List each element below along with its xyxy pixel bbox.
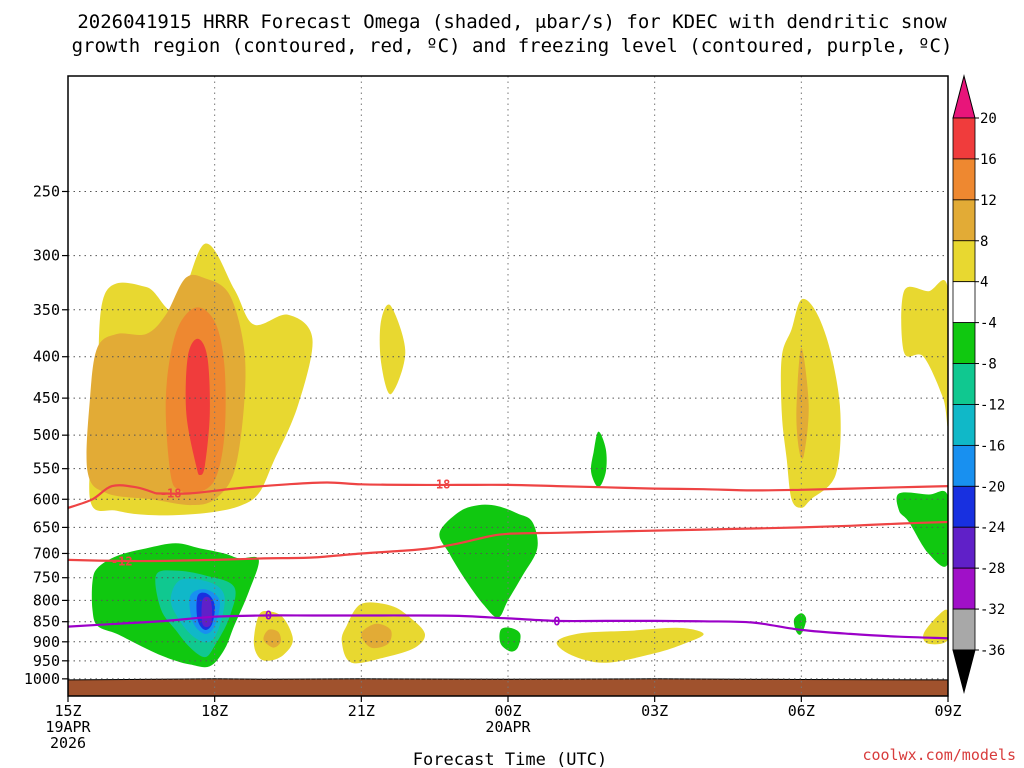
x-tick-label: 2026 bbox=[50, 734, 86, 752]
omega-positive-region-4 bbox=[379, 304, 406, 395]
colorbar-tick-label: 4 bbox=[980, 275, 988, 291]
y-tick-label: 300 bbox=[33, 247, 60, 265]
y-tick-label: 850 bbox=[33, 613, 60, 631]
y-tick-label: 400 bbox=[33, 348, 60, 366]
colorbar-bin bbox=[952, 158, 976, 201]
colorbar-bin bbox=[952, 485, 976, 528]
omega-positive-region-3 bbox=[185, 338, 210, 476]
x-tick-label: 21Z bbox=[348, 702, 375, 720]
colorbar-tick-label: -12 bbox=[980, 397, 1005, 413]
omega-negative-region-5 bbox=[201, 596, 213, 628]
colorbar-bin bbox=[952, 199, 976, 242]
x-tick-label: 20APR bbox=[485, 718, 531, 736]
freezing-level-contour bbox=[68, 614, 948, 640]
omega-positive-region-6 bbox=[796, 347, 809, 459]
x-tick-label: 06Z bbox=[788, 702, 815, 720]
omega-positive-region-12 bbox=[556, 627, 704, 663]
omega-positive-region-13 bbox=[923, 609, 948, 645]
colorbar-bin bbox=[952, 240, 976, 283]
x-tick-label: 15Z bbox=[54, 702, 81, 720]
freezing-level-label: 0 bbox=[265, 608, 272, 622]
colorbar-bin bbox=[952, 608, 976, 651]
colorbar-tick-label: -32 bbox=[980, 602, 1005, 618]
plot-area: -18 -18 -12 0 0 bbox=[67, 75, 949, 697]
omega-negative-region-9 bbox=[793, 613, 807, 635]
omega-positive-region-11 bbox=[361, 623, 392, 649]
colorbar-tick-label: -4 bbox=[980, 316, 997, 332]
x-tick-label: 18Z bbox=[201, 702, 228, 720]
dendritic-contour-0 bbox=[68, 484, 157, 509]
y-tick-label: 950 bbox=[33, 652, 60, 670]
y-tick-label: 1000 bbox=[24, 670, 60, 688]
omega-negative-region-8 bbox=[590, 431, 607, 488]
y-tick-label: 500 bbox=[33, 426, 60, 444]
y-tick-label: 750 bbox=[33, 569, 60, 587]
y-tick-label: 650 bbox=[33, 518, 60, 536]
chart-title-line2: growth region (contoured, red, ºC) and f… bbox=[72, 35, 953, 57]
omega-shading bbox=[86, 243, 948, 668]
colorbar-bin bbox=[952, 444, 976, 487]
y-tick-label: 250 bbox=[33, 182, 60, 200]
colorbar-tick-label: -20 bbox=[980, 479, 1005, 495]
colorbar-bin bbox=[952, 363, 976, 405]
colorbar-tick-label: -16 bbox=[980, 438, 1005, 454]
y-tick-label: 550 bbox=[33, 460, 60, 478]
colorbar-tick-label: 8 bbox=[980, 234, 988, 250]
dendritic-contour-label: -18 bbox=[429, 477, 451, 491]
freezing-level-label: 0 bbox=[553, 615, 560, 629]
omega-colorbar: 20 16 12 8 4 -4 -8 -12 -16 -20 -24 -28 -32 -36 bbox=[952, 74, 1005, 694]
contour-labels: -18 -18 -12 0 0 bbox=[111, 477, 561, 628]
y-tick-label: 350 bbox=[33, 301, 60, 319]
colorbar-bin bbox=[952, 281, 976, 324]
y-tick-label: 600 bbox=[33, 490, 60, 508]
colorbar-top-arrow bbox=[952, 74, 976, 119]
dendritic-contour-label: -12 bbox=[111, 554, 133, 568]
x-tick-label: 00Z bbox=[494, 702, 521, 720]
colorbar-tick-label: -24 bbox=[980, 520, 1005, 536]
x-tick-label: 09Z bbox=[934, 702, 961, 720]
omega-negative-region-7 bbox=[499, 627, 521, 652]
omega-positive-region-9 bbox=[263, 629, 281, 648]
colorbar-tick-label: 20 bbox=[980, 111, 997, 127]
dendritic-contour-2 bbox=[68, 520, 948, 563]
y-tick-label: 900 bbox=[33, 633, 60, 651]
dendritic-contour-1 bbox=[155, 481, 948, 495]
colorbar-bin bbox=[952, 117, 976, 160]
x-tick-label: 19APR bbox=[45, 718, 91, 736]
dendritic-contour-label: -18 bbox=[160, 486, 182, 500]
y-tick-label: 800 bbox=[33, 591, 60, 609]
y-tick-label: 450 bbox=[33, 389, 60, 407]
y-axis-pressure: 250 300 350 400 450 500 550 600 650 700 750 800 850 9… bbox=[24, 182, 68, 688]
omega-positive-region-5 bbox=[780, 298, 841, 508]
chart-title-line1: 2026041915 HRRR Forecast Omega (shaded, … bbox=[77, 11, 947, 33]
colorbar-bin bbox=[952, 404, 976, 446]
colorbar-tick-label: 12 bbox=[980, 193, 997, 209]
x-axis-label: Forecast Time (UTC) bbox=[413, 750, 607, 768]
omega-positive-region-7 bbox=[901, 280, 948, 427]
colorbar-tick-label: -28 bbox=[980, 561, 1005, 577]
colorbar-bottom-arrow bbox=[952, 649, 976, 694]
colorbar-tick-label: 16 bbox=[980, 152, 997, 168]
contours bbox=[68, 481, 948, 640]
y-tick-label: 700 bbox=[33, 544, 60, 562]
x-tick-label: 03Z bbox=[641, 702, 668, 720]
grid bbox=[67, 76, 949, 696]
colorbar-bin bbox=[952, 567, 976, 610]
colorbar-bin bbox=[952, 526, 976, 569]
credit-text: coolwx.com/models bbox=[862, 746, 1016, 764]
colorbar-tick-label: -36 bbox=[980, 643, 1005, 659]
colorbar-bin bbox=[952, 322, 976, 364]
colorbar-tick-label: -8 bbox=[980, 357, 997, 373]
omega-negative-region-10 bbox=[896, 490, 948, 567]
